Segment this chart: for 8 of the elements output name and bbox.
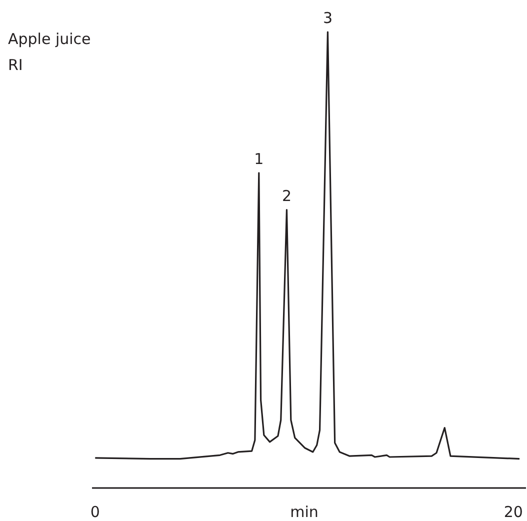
x-tick-label: 0 [90, 503, 100, 521]
annotation: 2 [282, 186, 292, 205]
chart-title: Apple juice [8, 30, 91, 48]
annotation: 1 [254, 150, 264, 168]
x-axis-title: min [290, 503, 318, 521]
x-tick-label: 20 [504, 503, 523, 521]
y-axis-title: RI [8, 56, 23, 74]
annotation: 3 [322, 9, 332, 27]
